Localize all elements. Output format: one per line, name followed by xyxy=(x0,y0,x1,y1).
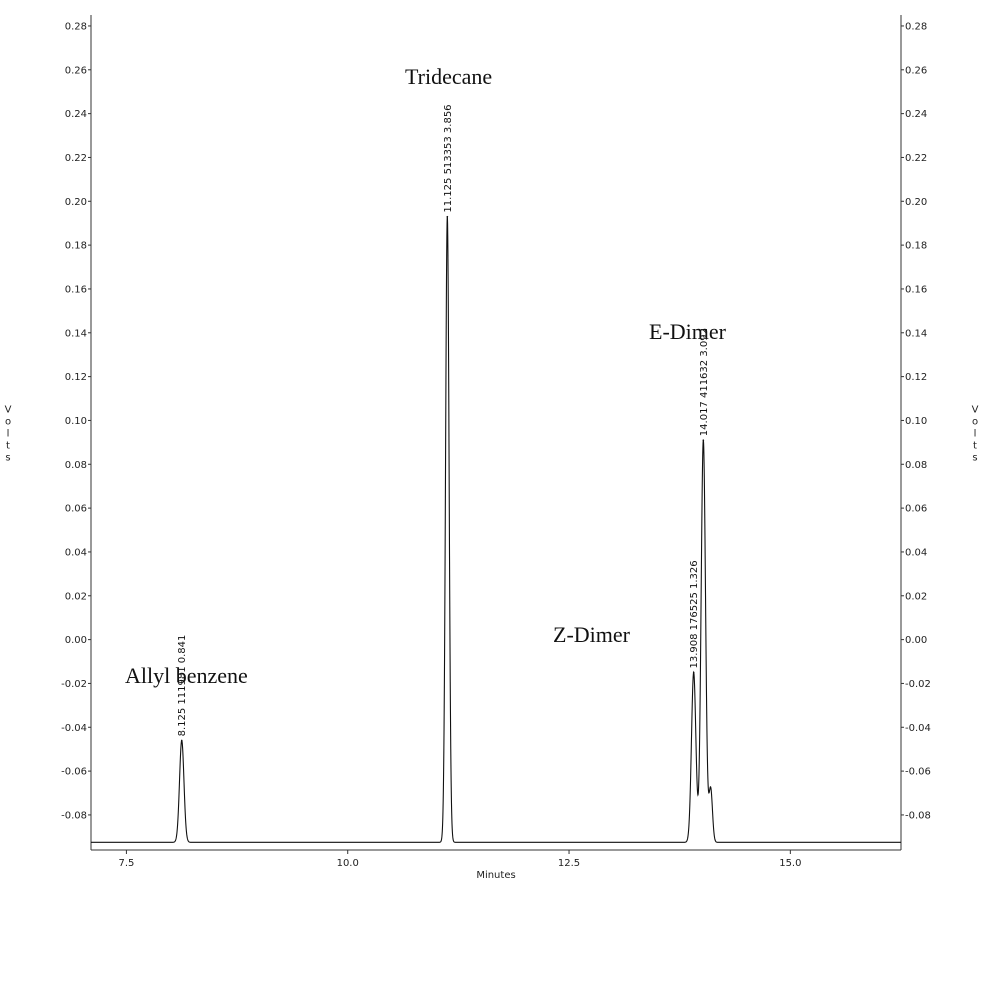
y-axis-title-left-letter: o xyxy=(5,417,11,428)
y-tick-label-left: 0.16 xyxy=(65,284,87,295)
axes-group xyxy=(90,15,902,851)
y-tick-label-right: 0.14 xyxy=(905,328,927,339)
y-tick-label-left: 0.22 xyxy=(65,153,87,164)
y-tick-label-right: 0.12 xyxy=(905,372,927,383)
compound-annotation: E-Dimer xyxy=(649,319,727,344)
y-tick-label-right: 0.00 xyxy=(905,635,927,646)
y-tick-label-right: 0.04 xyxy=(905,547,927,558)
y-tick-label-left: 0.08 xyxy=(65,460,87,471)
peak-apex-point xyxy=(180,739,183,742)
y-tick-label-right: -0.04 xyxy=(905,723,931,734)
peak-label: 11.125 513353 3.856 xyxy=(443,104,454,212)
y-tick-label-left: -0.06 xyxy=(61,767,87,778)
compound-annotation: Tridecane xyxy=(405,64,492,89)
y-tick-label-left: -0.08 xyxy=(61,810,87,821)
y-tick-label-right: 0.26 xyxy=(905,65,927,76)
y-tick-label-left: 0.26 xyxy=(65,65,87,76)
y-tick-label-left: 0.18 xyxy=(65,241,87,252)
trace-group xyxy=(91,215,901,843)
x-axis-title: Minutes xyxy=(476,870,515,881)
peak-apex-point xyxy=(692,671,695,674)
y-tick-label-left: 0.00 xyxy=(65,635,87,646)
x-tick-label: 12.5 xyxy=(558,858,580,869)
y-axis-title-right-letter: s xyxy=(972,453,977,464)
y-axis-title-left-letter: V xyxy=(5,405,12,416)
peak-label: 13.908 176525 1.326 xyxy=(689,560,700,668)
chromatogram-trace xyxy=(91,216,901,843)
y-tick-label-right: 0.24 xyxy=(905,109,927,120)
y-tick-label-right: 0.20 xyxy=(905,197,927,208)
y-axis-title-left-letter: s xyxy=(5,453,10,464)
ticks-group: 0.28 0.28 0.26 0.26 0.24 0.24 0.22 0.22 0.20 0.20… xyxy=(61,21,931,869)
y-tick-label-left: 0.02 xyxy=(65,591,87,602)
y-tick-label-right: 0.10 xyxy=(905,416,927,427)
y-tick-label-right: 0.08 xyxy=(905,460,927,471)
peak-apex-point xyxy=(702,439,705,441)
y-tick-label-right: 0.22 xyxy=(905,153,927,164)
y-tick-label-left: -0.04 xyxy=(61,723,87,734)
x-tick-label: 15.0 xyxy=(779,858,801,869)
compound-annotation: Allyl benzene xyxy=(125,663,248,688)
y-tick-label-left: 0.06 xyxy=(65,504,87,515)
y-tick-label-left: 0.10 xyxy=(65,416,87,427)
y-tick-label-left: 0.24 xyxy=(65,109,87,120)
peak-apex-point xyxy=(709,787,712,790)
x-tick-label: 7.5 xyxy=(118,858,134,869)
y-tick-label-right: -0.06 xyxy=(905,767,931,778)
y-tick-label-left: 0.14 xyxy=(65,328,87,339)
peak-apex-point xyxy=(446,215,449,218)
y-tick-label-left: -0.02 xyxy=(61,679,87,690)
y-axis-title-right-letter: V xyxy=(972,405,979,416)
y-axis-title-right-letter: l xyxy=(974,429,977,440)
y-tick-label-left: 0.04 xyxy=(65,547,87,558)
y-tick-label-right: 0.16 xyxy=(905,284,927,295)
y-axis-title-right-letter: t xyxy=(973,441,977,452)
y-tick-label-right: 0.06 xyxy=(905,504,927,515)
peak-label: 14.017 411632 3.092 xyxy=(699,328,710,436)
y-tick-label-left: 0.28 xyxy=(65,21,87,32)
compound-annotation: Z-Dimer xyxy=(553,622,631,647)
y-axis-title-left-letter: t xyxy=(6,441,10,452)
y-tick-label-left: 0.12 xyxy=(65,372,87,383)
y-tick-label-right: 0.28 xyxy=(905,21,927,32)
y-axis-title-right-letter: o xyxy=(972,417,978,428)
y-tick-label-right: 0.18 xyxy=(905,241,927,252)
y-tick-label-right: -0.08 xyxy=(905,810,931,821)
y-axis-title-left-letter: l xyxy=(7,429,10,440)
y-tick-label-right: 0.02 xyxy=(905,591,927,602)
y-tick-label-left: 0.20 xyxy=(65,197,87,208)
y-tick-label-right: -0.02 xyxy=(905,679,931,690)
x-tick-label: 10.0 xyxy=(337,858,359,869)
peak-label: 8.125 111981 0.841 xyxy=(177,635,188,737)
